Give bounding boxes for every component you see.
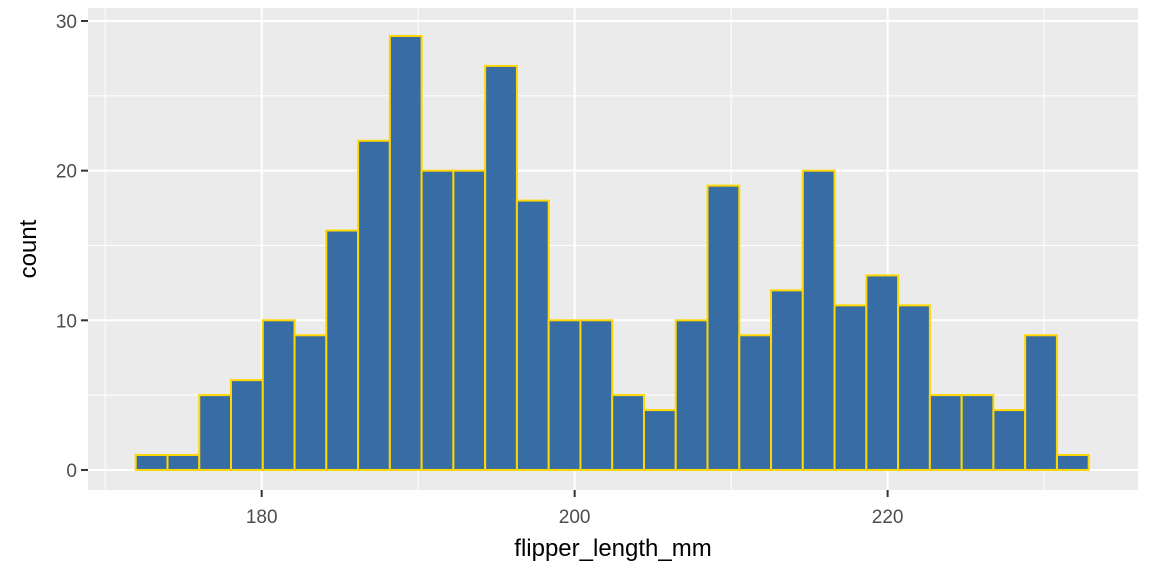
bar	[230, 379, 264, 471]
bar	[1055, 453, 1090, 471]
bar	[166, 453, 201, 471]
bar	[515, 199, 550, 471]
bar	[770, 289, 804, 471]
y-tick-label: 10	[56, 311, 77, 332]
y-axis-title: count	[15, 219, 42, 278]
bar	[579, 319, 614, 471]
bar	[261, 319, 296, 471]
bar	[642, 409, 677, 471]
y-tick-label: 30	[56, 12, 77, 33]
bar	[674, 319, 709, 471]
x-axis-title: flipper_length_mm	[514, 535, 711, 562]
bar	[198, 394, 233, 471]
bar	[547, 319, 582, 471]
bar	[928, 394, 963, 471]
bar	[738, 334, 773, 471]
y-tick-label: 20	[56, 162, 77, 183]
bar	[452, 169, 487, 471]
bar	[801, 169, 836, 471]
bar	[325, 229, 360, 471]
bar	[611, 394, 645, 471]
y-tick-label: 0	[66, 461, 77, 482]
x-tick-label: 180	[246, 507, 278, 528]
bar	[420, 169, 455, 471]
x-tick-label: 220	[872, 507, 904, 528]
bar	[357, 139, 391, 471]
bar	[833, 304, 868, 471]
bar	[992, 409, 1027, 471]
bar	[1024, 334, 1058, 471]
x-tick-label: 200	[559, 507, 591, 528]
bar	[134, 453, 169, 471]
bar	[865, 274, 900, 471]
bar	[706, 184, 741, 471]
bar	[960, 394, 995, 471]
bar	[293, 334, 328, 471]
bar	[484, 64, 518, 471]
bar	[388, 34, 423, 471]
bar	[897, 304, 931, 471]
